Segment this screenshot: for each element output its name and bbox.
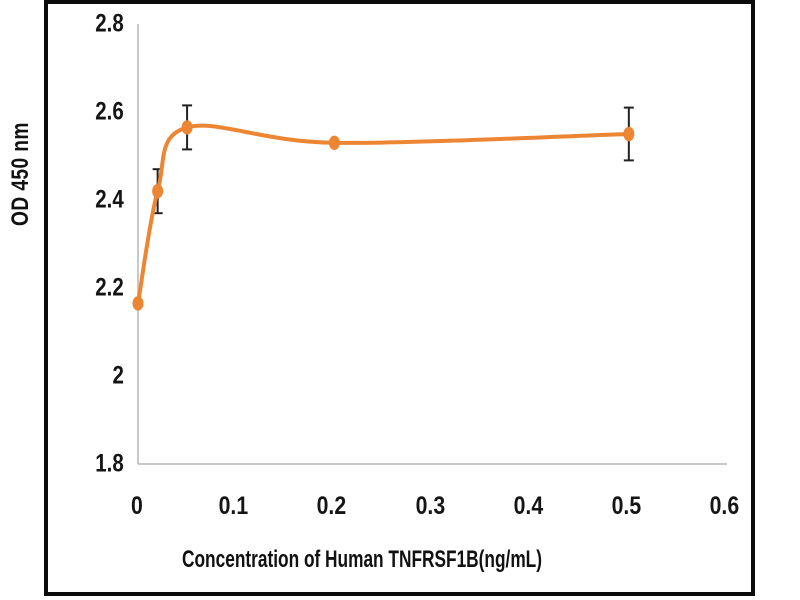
x-tick-label: 0.1: [218, 492, 249, 520]
x-tick-label: 0.4: [513, 492, 543, 520]
y-axis-title: OD 450 nm: [7, 122, 35, 226]
x-tick-label: 0.2: [316, 492, 347, 520]
y-tick-label: 1.8: [95, 449, 124, 478]
y-tick-label: 2.6: [95, 97, 124, 126]
y-tick-label: 2.2: [95, 273, 124, 302]
y-tick-label: 2.4: [95, 185, 124, 214]
chart-frame: [44, 0, 755, 596]
x-axis-title: Concentration of Human TNFRSF1B(ng/mL): [182, 546, 542, 573]
x-tick-label: 0.6: [709, 492, 740, 520]
x-tick-label: 0.3: [415, 492, 445, 520]
x-tick-label: 0.5: [611, 492, 641, 520]
y-tick-label: 2: [112, 361, 124, 390]
y-tick-label: 2.8: [95, 9, 124, 38]
x-tick-label: 0: [131, 492, 143, 520]
